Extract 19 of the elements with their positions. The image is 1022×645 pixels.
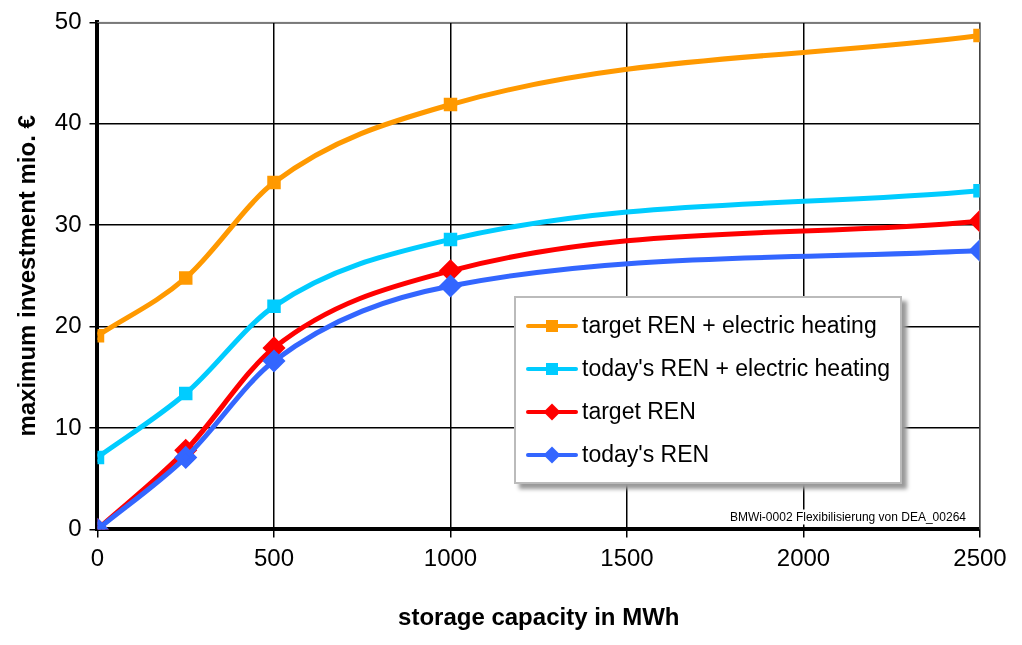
y-tick-label: 10: [54, 412, 82, 440]
y-tick-label: 20: [54, 311, 82, 339]
legend-label: today's REN: [582, 441, 710, 468]
legend-label: target REN: [582, 398, 696, 425]
x-tick-label: 1500: [600, 544, 654, 572]
y-tick-label: 50: [54, 7, 82, 35]
x-tick-label: 1000: [423, 544, 478, 572]
y-tick-label: 0: [68, 514, 82, 542]
y-tick-label: 40: [54, 108, 82, 136]
x-tick-label: 500: [253, 544, 295, 572]
y-axis-title: maximum investment mio. €: [13, 115, 41, 437]
legend-label: target REN + electric heating: [582, 312, 877, 339]
x-axis-title: storage capacity in MWh: [398, 603, 680, 631]
y-tick-label: 30: [54, 209, 82, 237]
legend-label: today's REN + electric heating: [582, 355, 891, 382]
x-tick-label: 0: [90, 544, 105, 572]
x-tick-label: 2000: [776, 544, 831, 572]
x-tick-label: 2500: [953, 544, 1007, 572]
annotation: BMWi-0002 Flexibilisierung von DEA_00264: [729, 509, 967, 524]
